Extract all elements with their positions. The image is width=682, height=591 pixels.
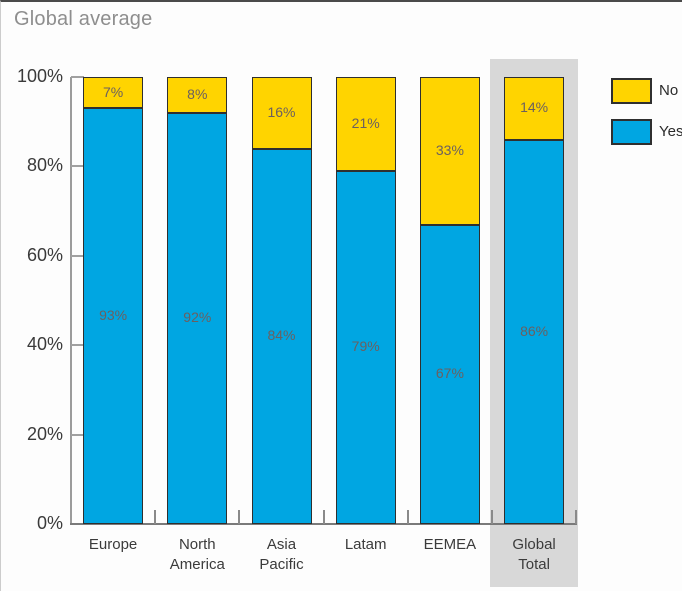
y-tick-mark	[71, 165, 84, 168]
bar-label-yes-asia-pacific: 84%	[267, 327, 296, 344]
y-tick-mark	[71, 76, 84, 78]
bar-segment-yes-global-total	[504, 139, 565, 524]
y-tick-label: 100%	[16, 66, 63, 86]
bar-label-yes-global-total: 86%	[520, 322, 549, 339]
bar-segment-yes-eemea	[419, 224, 480, 524]
y-tick-label: 20%	[26, 423, 63, 444]
y-tick-label: 40%	[26, 334, 63, 355]
bar-label-no-eemea: 33%	[435, 141, 464, 158]
y-tick-mark	[71, 433, 84, 436]
category-label-eemea: EEMEA	[423, 536, 477, 553]
bar-label-no-europe: 7%	[102, 83, 124, 100]
bar-segment-yes-north-america	[167, 112, 228, 524]
bar-label-yes-eemea: 67%	[435, 365, 464, 382]
bar-segment-yes-europe	[83, 108, 144, 524]
x-tick-mark	[406, 510, 409, 524]
y-tick-label: 60%	[26, 244, 63, 265]
bar-label-no-asia-pacific: 16%	[267, 103, 296, 120]
bar-label-yes-latam: 79%	[351, 338, 380, 355]
bar-label-yes-europe: 93%	[99, 307, 128, 324]
bar-segment-yes-asia-pacific	[251, 148, 312, 524]
y-tick-label: 80%	[26, 155, 63, 176]
category-label-global-total: Global Total	[512, 536, 556, 574]
x-tick-mark	[491, 510, 493, 524]
y-tick-mark	[71, 344, 84, 347]
bar-label-yes-north-america: 92%	[183, 309, 212, 326]
legend-swatch-no	[611, 78, 652, 104]
bar-segment-no-global-total	[504, 77, 565, 140]
bar-segment-no-latam	[335, 77, 396, 171]
y-tick-mark	[71, 254, 84, 257]
x-tick-mark	[238, 510, 241, 524]
chart-title: Global average	[14, 8, 153, 30]
category-label-asia-pacific: Asia Pacific	[259, 536, 304, 574]
category-label-latam: Latam	[344, 536, 387, 553]
legend-item-yes: Yes	[611, 119, 682, 145]
x-tick-mark	[322, 510, 325, 524]
bar-label-no-global-total: 14%	[520, 99, 549, 116]
bar-segment-no-eemea	[419, 77, 480, 225]
category-label-north-america: North America	[169, 536, 225, 574]
legend-swatch-yes	[611, 119, 652, 145]
legend-label-yes: Yes	[659, 123, 682, 140]
legend-label-no: No	[659, 82, 679, 99]
x-tick-mark	[575, 510, 578, 524]
bar-label-no-north-america: 8%	[187, 85, 208, 102]
bar-segment-no-asia-pacific	[251, 77, 312, 149]
bar-segment-no-europe	[83, 77, 144, 109]
legend-item-no: No	[611, 78, 682, 104]
y-tick-label: 0%	[36, 513, 63, 533]
bar-segment-no-north-america	[167, 77, 228, 113]
bar-label-no-latam: 21%	[351, 114, 380, 131]
y-axis-line	[70, 77, 72, 524]
x-axis-line	[70, 523, 577, 525]
category-label-europe: Europe	[88, 536, 138, 553]
x-tick-mark	[154, 510, 157, 524]
chart-legend: No Yes	[611, 78, 682, 160]
bar-segment-yes-latam	[335, 170, 396, 524]
